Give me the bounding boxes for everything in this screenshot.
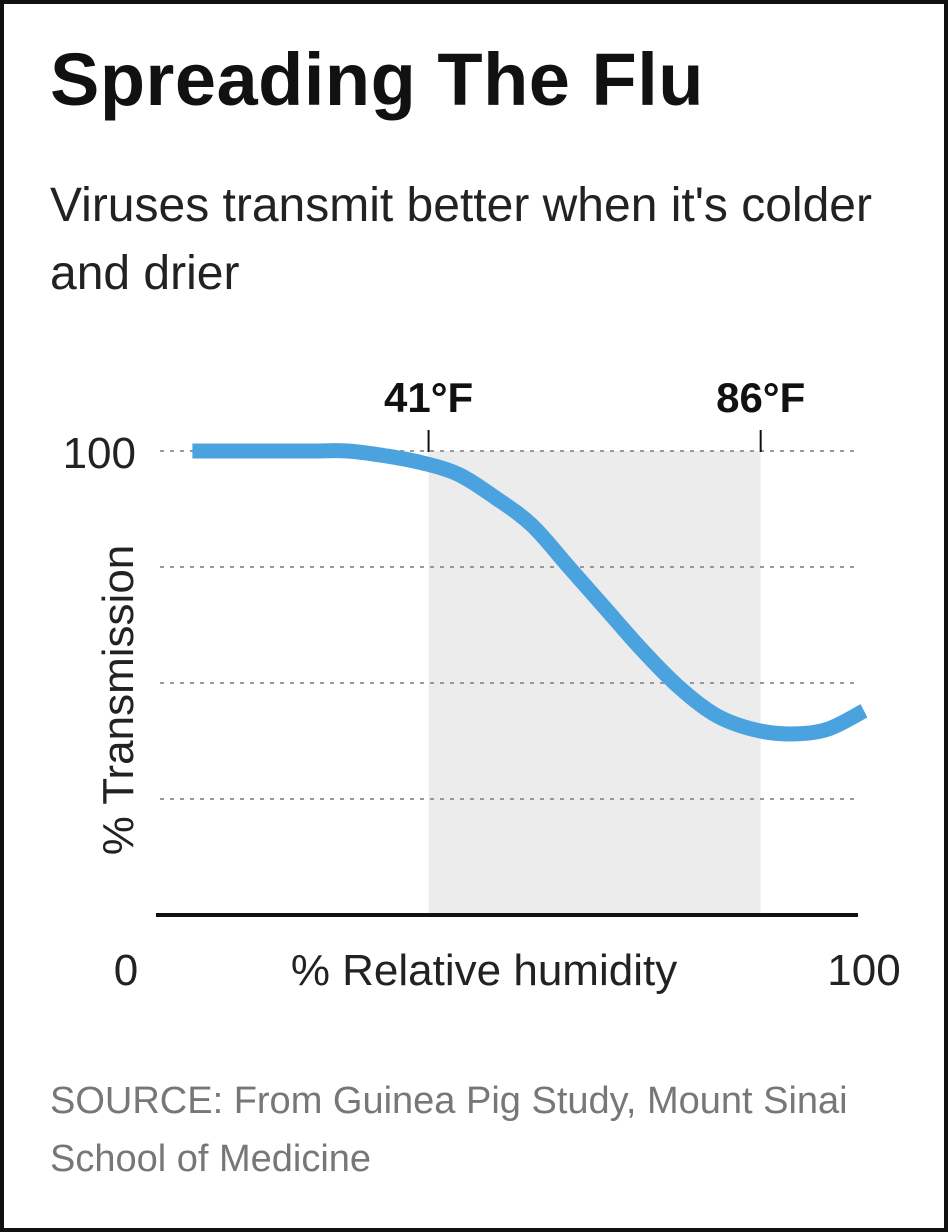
x-axis-label: % Relative humidity xyxy=(291,946,677,995)
marker-label-1: 41°F xyxy=(384,374,473,421)
x-tick-label-100: 100 xyxy=(827,946,900,995)
marker-label-2: 86°F xyxy=(716,374,805,421)
x-tick-label-0: 0 xyxy=(114,946,138,995)
transmission-line-1 xyxy=(192,443,868,742)
y-tick-label-100: 100 xyxy=(63,429,136,478)
y-axis-label: % Transmission xyxy=(94,545,143,856)
series-layer xyxy=(192,443,868,742)
chart-title: Spreading The Flu xyxy=(50,38,704,121)
gridlines xyxy=(160,450,856,800)
chart-subtitle: Viruses transmit better when it's colder… xyxy=(50,179,872,300)
source-note: SOURCE: From Guinea Pig Study, Mount Sin… xyxy=(50,1080,848,1180)
temperature-markers: 41°F 86°F xyxy=(384,374,805,452)
